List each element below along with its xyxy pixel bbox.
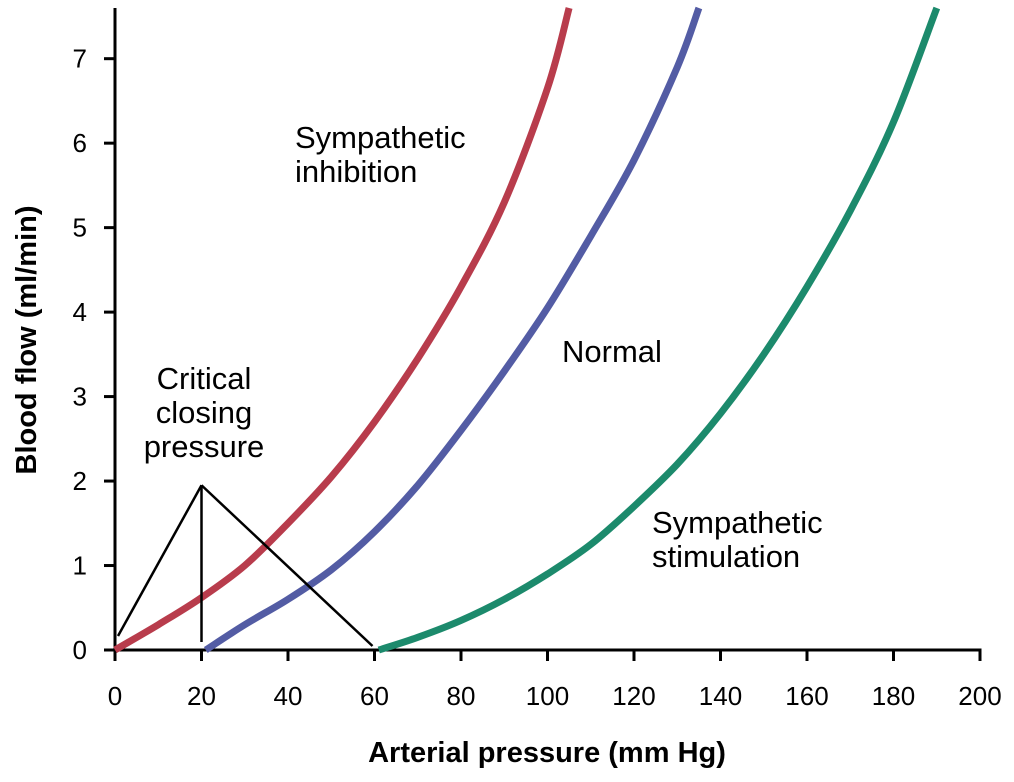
x-tick-label: 180	[872, 681, 915, 711]
axes	[113, 8, 982, 652]
x-ticks: 0 20 40 60 80 100 120 140 160 180 200	[108, 650, 1002, 711]
x-tick-label: 60	[360, 681, 389, 711]
curves	[113, 6, 941, 654]
y-axis-title: Blood flow (ml/min)	[11, 205, 43, 474]
x-tick-label: 200	[958, 681, 1001, 711]
critical-closing-pointers	[116, 484, 374, 647]
pointer-line-0	[116, 484, 203, 637]
x-tick-label: 160	[785, 681, 828, 711]
x-tick-label: 80	[447, 681, 476, 711]
y-tick-label: 7	[73, 44, 87, 74]
y-ticks: 0 1 2 3 4 5 6 7	[73, 44, 115, 665]
label-sympathetic-stimulation-line-2: stimulation	[652, 539, 800, 574]
x-tick-label: 120	[612, 681, 655, 711]
y-tick-label: 6	[73, 128, 87, 158]
series-line-sympathetic-stimulation	[377, 6, 941, 654]
series-line-normal	[203, 6, 703, 653]
x-tick-label: 0	[108, 681, 122, 711]
y-tick-label: 2	[73, 466, 87, 496]
series-line-sympathetic-inhibition	[113, 7, 573, 654]
label-sympathetic-inhibition-line-2: inhibition	[295, 154, 417, 189]
x-tick-label: 140	[699, 681, 742, 711]
y-tick-label: 3	[73, 382, 87, 412]
x-tick-label: 20	[187, 681, 216, 711]
label-critical-closing-pressure-line-3: pressure	[144, 429, 265, 464]
label-critical-closing-pressure-line-2: closing	[156, 395, 253, 430]
label-normal-line-1: Normal	[562, 334, 662, 369]
y-tick-label: 1	[73, 551, 87, 581]
y-tick-label: 4	[73, 297, 87, 327]
x-tick-label: 100	[526, 681, 569, 711]
y-tick-label: 5	[73, 213, 87, 243]
label-critical-closing-pressure-line-1: Critical	[157, 361, 252, 396]
label-sympathetic-inhibition-line-1: Sympathetic	[295, 120, 466, 155]
y-tick-label: 0	[73, 635, 87, 665]
pointer-line-60	[200, 484, 374, 647]
x-tick-label: 40	[274, 681, 303, 711]
x-axis-title: Arterial pressure (mm Hg)	[368, 737, 726, 769]
annotations: SympatheticinhibitionNormalSympatheticst…	[144, 120, 823, 574]
label-sympathetic-stimulation-line-1: Sympathetic	[652, 505, 823, 540]
